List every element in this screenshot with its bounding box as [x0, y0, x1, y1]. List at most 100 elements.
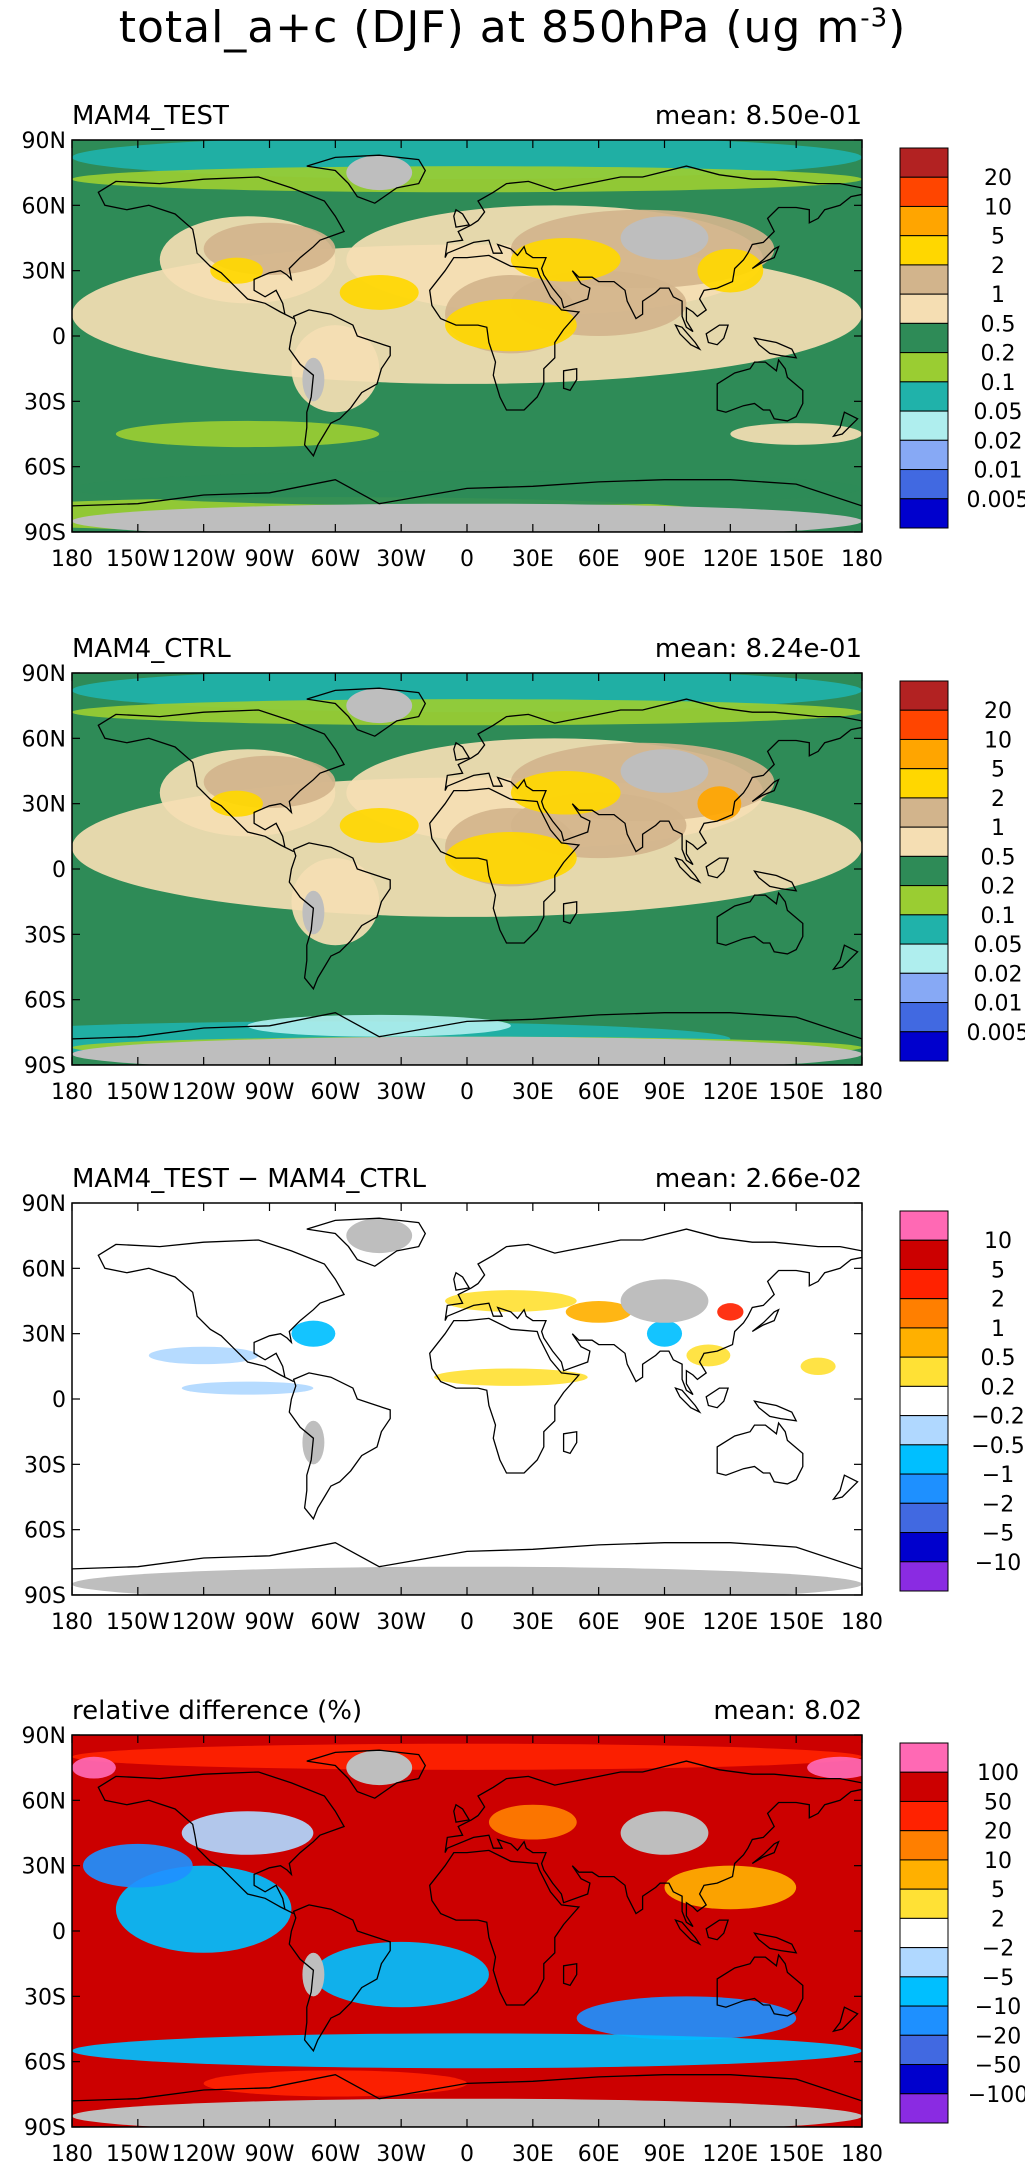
- lat-tick-label: 30S: [24, 1453, 66, 1478]
- colorbar-swatch: [899, 1031, 949, 1062]
- field-contour: [339, 808, 419, 843]
- coastline-southAmerica: [288, 1372, 391, 1521]
- coastline-greenland: [306, 154, 427, 204]
- lon-tick-label: 0: [460, 547, 474, 572]
- field-contour: [800, 1357, 836, 1376]
- field-contour: [210, 257, 263, 284]
- coastline-newZealand: [831, 944, 859, 971]
- coastline-eurasia: [444, 1228, 862, 1396]
- coastline-japan: [751, 778, 780, 803]
- coastline-madagascar: [562, 900, 578, 925]
- colorbar-swatch: [899, 1298, 949, 1329]
- lon-tick-label: 120E: [702, 547, 758, 572]
- lon-tick-label: 60W: [310, 1080, 360, 1105]
- lon-tick-label: 120W: [172, 1080, 236, 1105]
- field-contour: [72, 1756, 116, 1779]
- colorbar-label: −5: [982, 1966, 1014, 1991]
- colorbar-swatch: [899, 1473, 949, 1504]
- lon-tick-label: 90W: [245, 547, 295, 572]
- colorbar-label: 1: [991, 816, 1005, 841]
- colorbar-swatch: [899, 1210, 949, 1241]
- lat-tick-label: 0: [52, 1388, 66, 1413]
- lon-tick-label: 180: [841, 547, 883, 572]
- colorbar-swatch: [899, 469, 949, 500]
- field-contour: [72, 1743, 862, 1770]
- panel-2: MAM4_CTRL mean: 8.24e-01 90N 60N 30N 0 30S 60S 9…: [22, 634, 1025, 1105]
- colorbar-swatch: [899, 1947, 949, 1978]
- colorbar-swatch: [899, 1561, 949, 1592]
- field-contour: [148, 1346, 259, 1365]
- lon-tick-label: 150E: [768, 547, 824, 572]
- coastline-africa: [429, 787, 581, 944]
- coastline-japan: [751, 245, 780, 270]
- colorbar-label: 0.1: [981, 371, 1016, 396]
- coastline-greenland: [306, 1749, 427, 1799]
- coastline-southAmerica: [288, 1904, 391, 2053]
- colorbar-label: 1: [991, 1317, 1005, 1342]
- coastline-greenland: [306, 687, 427, 737]
- field-contour: [697, 248, 764, 293]
- colorbar-label: 0.01: [974, 459, 1023, 484]
- missing-data-mask: [620, 749, 709, 793]
- field-contour: [646, 1320, 683, 1347]
- colorbar-swatch: [899, 205, 949, 237]
- field-contour: [247, 1014, 511, 1037]
- panel-4: relative difference (%) mean: 8.02 90N 60N 3…: [22, 1696, 1025, 2167]
- colorbar-swatch: [899, 914, 949, 945]
- figure-title-exponent: -3: [860, 3, 889, 34]
- lat-tick-label: 30N: [22, 1323, 66, 1348]
- colorbar-swatch: [899, 1976, 949, 2007]
- lon-tick-label: 90W: [245, 1610, 295, 1635]
- lon-tick-label: 30W: [376, 1610, 426, 1635]
- field-contour: [181, 1381, 314, 1395]
- colorbar-label: −10: [975, 1551, 1021, 1576]
- coastline-antarctica: [72, 479, 862, 532]
- missing-data-mask: [72, 503, 862, 532]
- coastline-northAmerica: [97, 1239, 346, 1383]
- coastline-borneo: [705, 324, 729, 346]
- coastline-newGuinea: [753, 870, 798, 892]
- map-field: [72, 673, 862, 1065]
- colorbar-label: −0.5: [971, 1434, 1024, 1459]
- colorbar-label: 0.2: [981, 342, 1016, 367]
- colorbar-swatch: [899, 2093, 949, 2124]
- field-contour: [664, 1865, 797, 1910]
- colorbar-swatch: [899, 176, 949, 207]
- coastline-sumatra: [674, 1386, 702, 1414]
- colorbar-swatch: [899, 768, 949, 799]
- lon-tick-label: 120E: [702, 1080, 758, 1105]
- colorbar-label: −50: [975, 2054, 1021, 2079]
- coastline-newGuinea: [753, 337, 798, 359]
- coastline-britain: [453, 741, 471, 761]
- colorbar-label: 0.1: [981, 904, 1016, 929]
- field-contour: [72, 166, 862, 193]
- lat-tick-label: 30N: [22, 1855, 66, 1880]
- lon-tick-label: 180: [841, 1610, 883, 1635]
- figure-title: total_a+c (DJF) at 850hPa (ug m-3): [0, 2, 1025, 53]
- colorbar-swatch: [899, 498, 949, 529]
- lat-tick-label: 30N: [22, 260, 66, 285]
- coastline-japan: [751, 1308, 780, 1333]
- lat-tick-label: 30S: [24, 923, 66, 948]
- coastline-borneo: [705, 1387, 729, 1409]
- missing-data-mask: [346, 155, 413, 191]
- colorbar-swatch: [899, 1830, 949, 1861]
- lat-tick-label: 60N: [22, 1789, 66, 1814]
- field-contour: [82, 1843, 193, 1888]
- field-contour: [697, 786, 742, 822]
- lat-tick-label: 90N: [22, 129, 66, 154]
- coastline-africa: [429, 1849, 581, 2006]
- coastline-newZealand: [831, 1474, 859, 1501]
- coastline-antarctica: [72, 1012, 862, 1065]
- panel-1: MAM4_TEST mean: 8.50e-01 90N 60N 30N 0 30S 60S 9…: [22, 101, 1025, 572]
- colorbar-swatch: [899, 2005, 949, 2036]
- field-contour: [210, 790, 263, 817]
- field-contour: [445, 831, 577, 885]
- colorbar-label: 0.01: [974, 992, 1023, 1017]
- lon-tick-label: 90E: [644, 547, 686, 572]
- lat-tick-label: 90N: [22, 662, 66, 687]
- field-contour: [717, 1303, 744, 1321]
- lat-tick-label: 0: [52, 858, 66, 883]
- colorbar-swatch: [899, 1002, 949, 1033]
